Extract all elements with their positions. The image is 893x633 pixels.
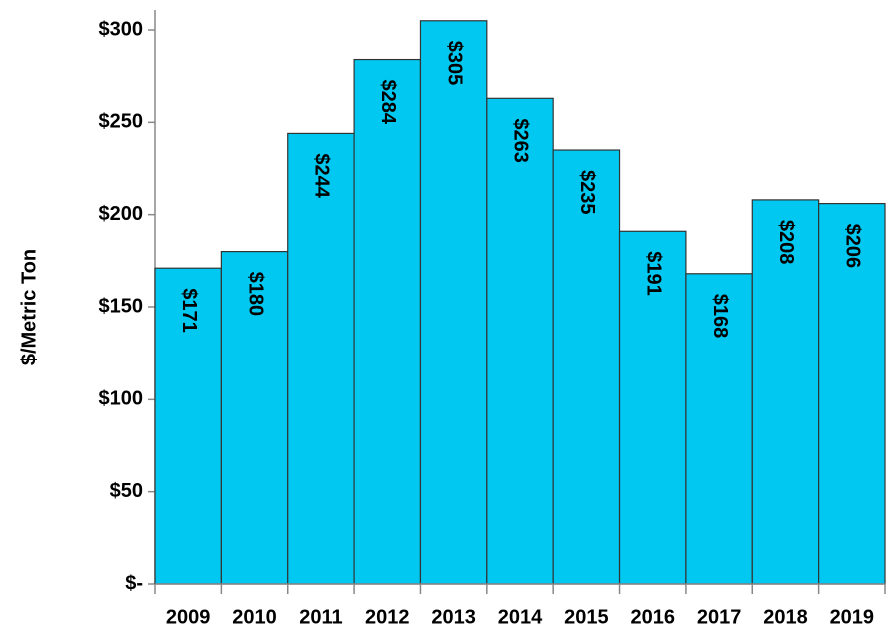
x-tick-label: 2018 [763, 606, 808, 628]
y-tick-label: $300 [99, 18, 144, 40]
bar [818, 202, 886, 585]
x-tick-label: 2009 [166, 606, 211, 628]
bar [419, 20, 488, 585]
data-label: $263 [510, 118, 532, 162]
y-tick-label: $- [125, 572, 143, 594]
y-tick-label: $150 [99, 295, 144, 317]
bar [552, 149, 621, 585]
data-label: $208 [775, 220, 797, 264]
y-tick-label: $100 [99, 388, 144, 410]
bar [287, 132, 355, 585]
data-label: $191 [642, 251, 664, 296]
y-axis-title: $/Metric Ton [18, 249, 40, 365]
x-tick-label: 2011 [299, 606, 342, 628]
data-label: $235 [576, 170, 598, 215]
bar [486, 97, 554, 585]
y-tick-label: $50 [110, 480, 143, 502]
data-label: $284 [377, 80, 399, 125]
x-tick-label: 2019 [830, 606, 875, 628]
x-tick-label: 2013 [431, 606, 476, 628]
data-label: $244 [311, 153, 333, 198]
data-label: $206 [842, 224, 864, 269]
x-tick-label: 2015 [564, 606, 609, 628]
data-label: $171 [178, 288, 200, 333]
bar [618, 230, 687, 585]
data-label: $305 [443, 41, 465, 85]
y-tick-label: $250 [99, 111, 144, 133]
bar [353, 58, 422, 585]
data-label: $168 [709, 294, 731, 339]
x-tick-label: 2012 [365, 606, 410, 628]
data-label: $180 [244, 272, 266, 317]
x-tick-label: 2010 [232, 606, 277, 628]
x-tick-label: 2017 [697, 606, 742, 628]
x-tick-label: 2014 [498, 606, 543, 628]
x-tick-label: 2016 [630, 606, 675, 628]
bar [220, 251, 289, 585]
y-tick-label: $200 [99, 203, 144, 225]
bar [154, 267, 222, 585]
